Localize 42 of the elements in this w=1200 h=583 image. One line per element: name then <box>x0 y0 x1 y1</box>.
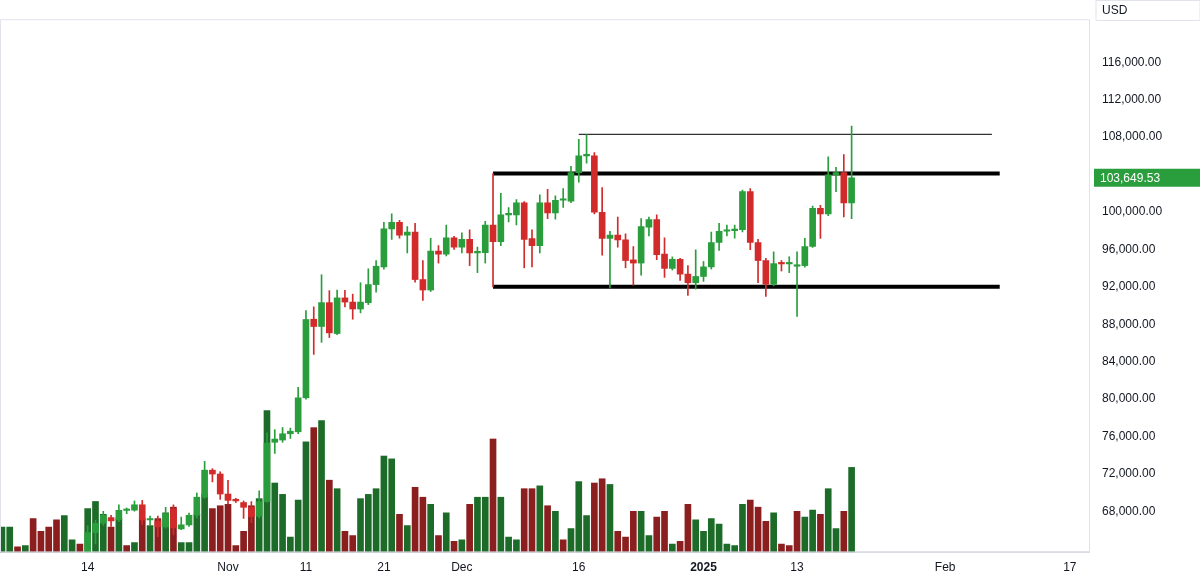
y-tick-label: 84,000.00 <box>1102 354 1156 369</box>
y-tick-label: 108,000.00 <box>1102 129 1163 144</box>
bar <box>326 479 333 553</box>
bar <box>435 535 442 553</box>
bar <box>817 513 824 553</box>
y-tick-label: 76,000.00 <box>1102 428 1156 443</box>
bar <box>427 503 434 553</box>
x-tick-label: Dec <box>451 560 473 575</box>
x-tick-label: 17 <box>1063 560 1077 575</box>
text: 103,649.53 <box>1100 171 1161 186</box>
bar <box>403 525 411 553</box>
bar <box>544 505 551 553</box>
y-axis-title: USD <box>1102 3 1128 18</box>
x-tick-label: 11 <box>299 560 313 575</box>
bar <box>396 513 403 553</box>
y-tick-label: 92,000.00 <box>1102 279 1156 294</box>
x-tick-label: 13 <box>790 560 805 575</box>
bar <box>310 427 318 553</box>
bar <box>552 511 559 553</box>
x-tick-label: Feb <box>934 560 956 575</box>
bar <box>559 539 567 553</box>
bar <box>770 512 777 553</box>
y-tick-label: 100,000.00 <box>1102 204 1163 219</box>
bar <box>840 511 848 553</box>
y-tick-label: 80,000.00 <box>1102 391 1156 406</box>
x-tick-label: 21 <box>377 560 391 575</box>
y-tick-label: 88,000.00 <box>1102 316 1156 331</box>
x-tick-label: 2025 <box>690 560 718 575</box>
y-tick-label: 72,000.00 <box>1102 466 1156 481</box>
bar <box>131 542 138 553</box>
y-tick-label: 96,000.00 <box>1102 241 1156 256</box>
bar <box>318 420 325 553</box>
bar <box>848 467 855 553</box>
bar <box>466 503 473 553</box>
y-tick-label: 116,000.00 <box>1102 54 1162 69</box>
y-tick-label: 68,000.00 <box>1102 503 1156 518</box>
bar <box>536 485 544 553</box>
bar <box>442 512 450 553</box>
x-tick-label: Nov <box>217 560 239 575</box>
x-tick-label: 14 <box>81 560 95 575</box>
y-tick-label: 112,000.00 <box>1102 91 1162 106</box>
x-tick-label: 16 <box>572 560 586 575</box>
